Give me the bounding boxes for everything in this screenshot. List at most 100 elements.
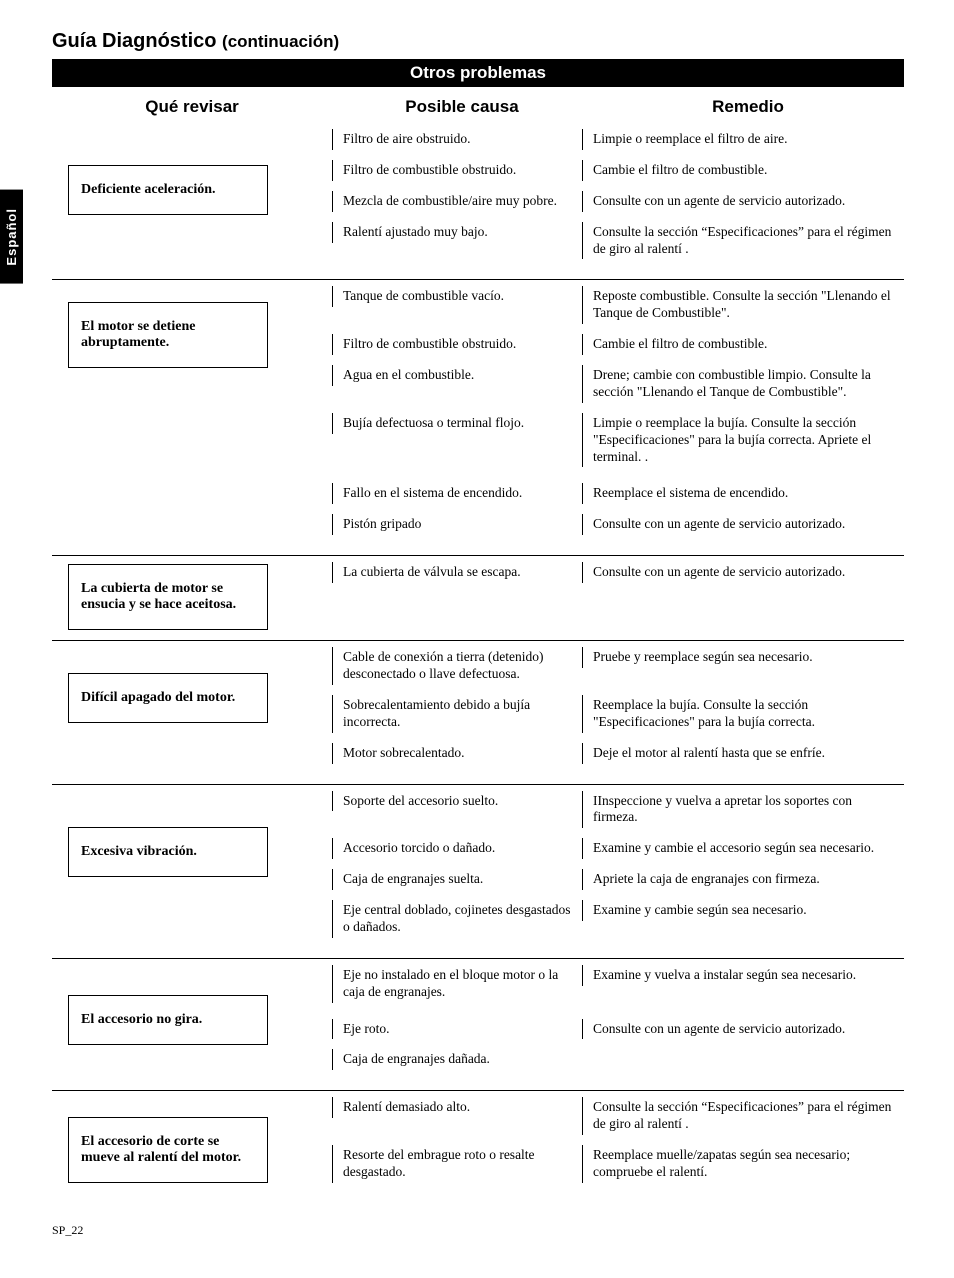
cause-remedy-row: Bujía defectuosa o terminal flojo.Limpie… (332, 413, 904, 468)
remedy-cell: Limpie o reemplace el filtro de aire. (582, 129, 904, 150)
symptom-column: El motor se detiene abruptamente. (52, 282, 332, 368)
title-main: Guía Diagnóstico (52, 30, 216, 52)
cause-remedy-row: Filtro de combustible obstruido.Cambie e… (332, 334, 904, 355)
cause-cell: Resorte del embrague roto o resalte desg… (332, 1145, 582, 1183)
symptom-column: Difícil apagado del motor. (52, 643, 332, 723)
cause-cell: Agua en el combustible. (332, 365, 582, 386)
cause-cell: Mezcla de combustible/aire muy pobre. (332, 191, 582, 212)
symptom-column: El accesorio no gira. (52, 961, 332, 1045)
cause-remedy-row: Tanque de combustible vacío.Reposte comb… (332, 286, 904, 324)
cause-cell: Filtro de combustible obstruido. (332, 334, 582, 355)
cause-cell: Filtro de combustible obstruido. (332, 160, 582, 181)
remedy-cell: Pruebe y reemplace según sea necesario. (582, 647, 904, 668)
cause-cell: Sobrecalentamiento debido a bujía incorr… (332, 695, 582, 733)
cause-remedy-row: Motor sobrecalentado.Deje el motor al ra… (332, 743, 904, 764)
cause-cell: Cable de conexión a tierra (detenido) de… (332, 647, 582, 685)
cause-cell: Filtro de aire obstruido. (332, 129, 582, 150)
symptom-box: Excesiva vibración. (68, 827, 268, 877)
page-title: Guía Diagnóstico (continuación) (40, 30, 904, 53)
remedy-cell: Consulte con un agente de servicio autor… (582, 514, 904, 535)
cause-cell: La cubierta de válvula se escapa. (332, 562, 582, 583)
cause-remedy-row: Mezcla de combustible/aire muy pobre.Con… (332, 191, 904, 212)
cause-remedy-row: Eje central doblado, cojinetes desgastad… (332, 900, 904, 938)
cause-remedy-row: Ralentí demasiado alto.Consulte la secci… (332, 1097, 904, 1135)
remedy-cell: Consulte la sección “Especificaciones” p… (582, 222, 904, 260)
cause-remedy-row: Ralentí ajustado muy bajo.Consulte la se… (332, 222, 904, 260)
cause-remedy-row: Agua en el combustible.Drene; cambie con… (332, 365, 904, 403)
cause-remedy-row: Pistón gripadoConsulte con un agente de … (332, 514, 904, 535)
header-cause: Posible causa (332, 97, 592, 117)
remedy-cell: Examine y cambie el accesorio según sea … (582, 838, 904, 859)
remedy-cell: Reemplace el sistema de encendido. (582, 483, 904, 504)
cause-remedy-row: Accesorio torcido o dañado.Examine y cam… (332, 838, 904, 859)
remedy-cell: Cambie el filtro de combustible. (582, 160, 904, 181)
rows-column: Eje no instalado en el bloque motor o la… (332, 961, 904, 1081)
remedy-cell: Consulte la sección “Especificaciones” p… (582, 1097, 904, 1135)
section-bar: Otros problemas (52, 59, 904, 87)
cause-cell: Soporte del accesorio suelto. (332, 791, 582, 812)
cause-cell: Accesorio torcido o dañado. (332, 838, 582, 859)
diagnostic-section: Deficiente aceleración. Filtro de aire ob… (52, 125, 904, 280)
cause-remedy-row: Caja de engranajes dañada. (332, 1049, 904, 1070)
cause-remedy-row: Sobrecalentamiento debido a bujía incorr… (332, 695, 904, 733)
page-footer: SP_22 (40, 1223, 904, 1238)
diagnostic-section: Difícil apagado del motor. Cable de conex… (52, 643, 904, 784)
rows-column: Soporte del accesorio suelto.IInspeccion… (332, 787, 904, 948)
cause-remedy-row: Caja de engranajes suelta.Apriete la caj… (332, 869, 904, 890)
rows-column: Cable de conexión a tierra (detenido) de… (332, 643, 904, 773)
remedy-cell: Reemplace la bujía. Consulte la sección … (582, 695, 904, 733)
cause-cell: Tanque de combustible vacío. (332, 286, 582, 307)
remedy-cell: Drene; cambie con combustible limpio. Co… (582, 365, 904, 403)
remedy-cell: Examine y cambie según sea necesario. (582, 900, 904, 921)
cause-remedy-row: Soporte del accesorio suelto.IInspeccion… (332, 791, 904, 829)
symptom-box: Difícil apagado del motor. (68, 673, 268, 723)
rows-column: Tanque de combustible vacío.Reposte comb… (332, 282, 904, 545)
remedy-cell: Cambie el filtro de combustible. (582, 334, 904, 355)
cause-remedy-row: La cubierta de válvula se escapa.Consult… (332, 562, 904, 583)
remedy-cell: Apriete la caja de engranajes con firmez… (582, 869, 904, 890)
symptom-box: El accesorio de corte se mueve al ralent… (68, 1117, 268, 1183)
cause-remedy-row: Resorte del embrague roto o resalte desg… (332, 1145, 904, 1183)
rows-column: Ralentí demasiado alto.Consulte la secci… (332, 1093, 904, 1193)
remedy-cell: Limpie o reemplace la bujía. Consulte la… (582, 413, 904, 468)
cause-cell: Ralentí ajustado muy bajo. (332, 222, 582, 243)
cause-remedy-row: Cable de conexión a tierra (detenido) de… (332, 647, 904, 685)
cause-remedy-row: Fallo en el sistema de encendido.Reempla… (332, 483, 904, 504)
remedy-cell (582, 1049, 904, 1053)
cause-remedy-row: Filtro de combustible obstruido.Cambie e… (332, 160, 904, 181)
cause-cell: Eje central doblado, cojinetes desgastad… (332, 900, 582, 938)
cause-cell: Caja de engranajes dañada. (332, 1049, 582, 1070)
symptom-column: Excesiva vibración. (52, 787, 332, 877)
cause-cell: Caja de engranajes suelta. (332, 869, 582, 890)
remedy-cell: Examine y vuelva a instalar según sea ne… (582, 965, 904, 986)
remedy-cell: Consulte con un agente de servicio autor… (582, 191, 904, 212)
cause-cell: Eje no instalado en el bloque motor o la… (332, 965, 582, 1003)
symptom-column: Deficiente aceleración. (52, 125, 332, 215)
cause-cell: Pistón gripado (332, 514, 582, 535)
symptom-box: El motor se detiene abruptamente. (68, 302, 268, 368)
remedy-cell: IInspeccione y vuelva a apretar los sopo… (582, 791, 904, 829)
cause-remedy-row: Eje no instalado en el bloque motor o la… (332, 965, 904, 1003)
symptom-box: La cubierta de motor se ensucia y se hac… (68, 564, 268, 630)
cause-cell: Fallo en el sistema de encendido. (332, 483, 582, 504)
title-cont: (continuación) (222, 32, 339, 51)
symptom-column: La cubierta de motor se ensucia y se hac… (52, 558, 332, 630)
cause-cell: Ralentí demasiado alto. (332, 1097, 582, 1118)
rows-column: La cubierta de válvula se escapa.Consult… (332, 558, 904, 593)
diagnostic-section: El accesorio no gira. Eje no instalado en… (52, 961, 904, 1092)
column-headers: Qué revisar Posible causa Remedio (40, 97, 904, 117)
symptom-box: Deficiente aceleración. (68, 165, 268, 215)
remedy-cell: Reposte combustible. Consulte la sección… (582, 286, 904, 324)
remedy-cell: Consulte con un agente de servicio autor… (582, 1019, 904, 1040)
diagnostic-section: La cubierta de motor se ensucia y se hac… (52, 558, 904, 641)
rows-column: Filtro de aire obstruido.Limpie o reempl… (332, 125, 904, 269)
remedy-cell: Reemplace muelle/zapatas según sea neces… (582, 1145, 904, 1183)
diagnostic-section: El motor se detiene abruptamente. Tanque … (52, 282, 904, 556)
diagnostic-section: Excesiva vibración. Soporte del accesorio… (52, 787, 904, 959)
cause-cell: Bujía defectuosa o terminal flojo. (332, 413, 582, 434)
diagnostic-section: El accesorio de corte se mueve al ralent… (52, 1093, 904, 1203)
cause-cell: Eje roto. (332, 1019, 582, 1040)
symptom-box: El accesorio no gira. (68, 995, 268, 1045)
remedy-cell: Deje el motor al ralentí hasta que se en… (582, 743, 904, 764)
language-tab: Español (0, 190, 23, 284)
